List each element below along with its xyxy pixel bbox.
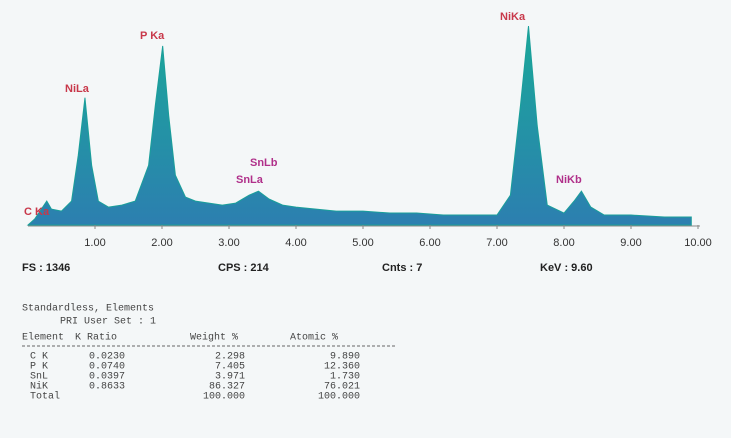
peak-label: C Ka [24, 206, 50, 218]
column-header: K Ratio [75, 332, 117, 344]
table-cell: P K [30, 362, 48, 373]
report-title: Standardless, Elements [22, 303, 154, 315]
table-cell: 1.730 [330, 372, 360, 383]
x-tick-label: 6.00 [419, 237, 440, 249]
table-cell: 0.0740 [89, 362, 125, 373]
table-cell: NiK [30, 381, 48, 393]
x-tick-label: 2.00 [151, 237, 172, 249]
table-cell: 100.000 [318, 392, 360, 403]
column-header: Element [22, 332, 64, 344]
table-cell: 0.8633 [89, 382, 125, 393]
column-header: Atomic % [290, 332, 338, 344]
x-tick-label: 8.00 [553, 237, 574, 249]
peak-label: SnLb [250, 157, 278, 169]
column-header: Weight % [190, 332, 238, 344]
peak-label: SnLa [236, 174, 264, 186]
peak-label: P Ka [140, 30, 165, 42]
status-text: CPS : 214 [218, 262, 270, 274]
table-cell: 100.000 [203, 392, 245, 403]
table-cell: 76.021 [324, 382, 360, 393]
peak-label: NiKb [556, 174, 582, 186]
x-tick-label: 7.00 [486, 237, 507, 249]
status-text: FS : 1346 [22, 262, 70, 274]
table-cell: 9.890 [330, 352, 360, 363]
x-tick-label: 10.00 [684, 237, 712, 249]
report-subtitle: PRI User Set : 1 [60, 317, 156, 328]
table-cell: 0.0230 [89, 352, 125, 363]
x-tick-label: 9.00 [620, 237, 641, 249]
table-cell: 7.405 [215, 362, 245, 373]
x-tick-label: 3.00 [218, 237, 239, 249]
table-cell: C K [30, 352, 48, 363]
table-cell: Total [30, 391, 60, 403]
x-tick-label: 5.00 [352, 237, 373, 249]
x-tick-label: 1.00 [84, 237, 105, 249]
table-cell: 3.971 [215, 372, 245, 383]
table-cell: 86.327 [209, 382, 245, 393]
peak-label: NiLa [65, 83, 90, 95]
table-cell: 2.298 [215, 352, 245, 363]
table-cell: SnL [30, 372, 48, 383]
table-cell: 12.360 [324, 362, 360, 373]
x-tick-label: 4.00 [285, 237, 306, 249]
status-text: Cnts : 7 [382, 262, 422, 274]
status-text: KeV : 9.60 [540, 262, 593, 274]
spectrum [26, 25, 692, 226]
table-cell: 0.0397 [89, 372, 125, 383]
peak-label: NiKa [500, 11, 526, 23]
